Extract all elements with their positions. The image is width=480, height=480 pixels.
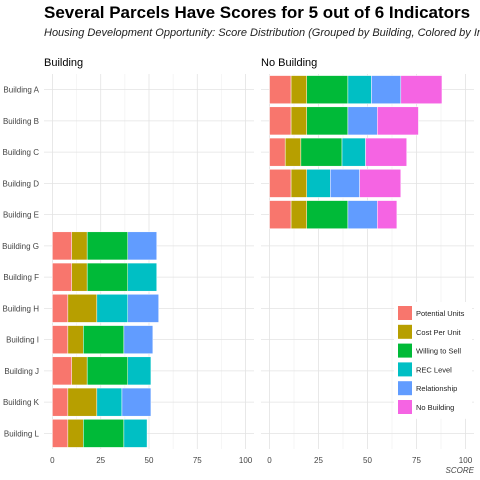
y-tick-label: Building D	[3, 179, 40, 188]
bar-segment	[371, 75, 402, 104]
bar-segment	[127, 262, 157, 292]
bar-segment	[306, 200, 349, 229]
legend-swatch	[398, 324, 412, 339]
legend-label: No Building	[416, 403, 454, 412]
bar-segment	[341, 137, 366, 167]
legend-swatch	[398, 400, 412, 414]
bar-segment	[121, 387, 152, 417]
x-tick-label: 25	[96, 456, 105, 465]
bar-segment	[67, 325, 84, 354]
bar-segment	[67, 419, 84, 448]
y-tick-label: Building J	[4, 367, 39, 376]
bar-segment	[290, 106, 308, 136]
bar-segment	[377, 200, 398, 229]
bar-segment	[96, 294, 128, 323]
y-tick-label: Building E	[3, 211, 39, 220]
bar-segment	[269, 200, 292, 229]
legend-swatch	[398, 306, 412, 320]
bar-segment	[306, 106, 349, 136]
bar-segment	[290, 200, 308, 229]
bar-segment	[83, 419, 125, 448]
bar-segment	[52, 387, 69, 417]
bar-segment	[52, 231, 72, 261]
bar-segment	[290, 75, 308, 104]
bar-segment	[86, 231, 128, 261]
panel-label: Building	[44, 57, 83, 69]
bar-segment	[400, 75, 443, 104]
bar-segment	[269, 75, 292, 104]
bar-segment	[123, 419, 148, 448]
legend-label: REC Level	[416, 365, 452, 374]
bar-segment	[377, 106, 419, 136]
bar-segment	[284, 137, 302, 167]
y-tick-label: Building A	[3, 86, 39, 95]
bar-segment	[67, 387, 98, 417]
bar-segment	[347, 75, 372, 104]
legend-swatch	[398, 381, 412, 396]
x-tick-label: 0	[50, 456, 55, 465]
bar-segment	[123, 325, 154, 354]
y-tick-label: Building H	[3, 304, 40, 313]
bar-segment	[52, 294, 69, 323]
bar-segment	[269, 169, 292, 198]
bar-segment	[269, 106, 292, 136]
legend-swatch	[398, 362, 412, 377]
y-tick-label: Building L	[4, 429, 40, 438]
bar-segment	[127, 356, 152, 386]
chart-subtitle: Housing Development Opportunity: Score D…	[44, 27, 480, 39]
legend-label: Potential Units	[416, 309, 465, 318]
x-tick-label: 50	[363, 456, 372, 465]
y-tick-label: Building K	[3, 398, 40, 407]
bar-segment	[86, 262, 128, 292]
bar-segment	[52, 325, 69, 354]
y-tick-label: Building I	[6, 336, 39, 345]
bar-segment	[306, 75, 349, 104]
panel-label: No Building	[261, 57, 317, 69]
x-tick-label: 25	[314, 456, 323, 465]
x-tick-label: 100	[239, 456, 253, 465]
bar-segment	[269, 137, 286, 167]
bar-segment	[67, 294, 98, 323]
bar-segment	[127, 231, 157, 261]
chart-title: Several Parcels Have Scores for 5 out of…	[44, 3, 471, 22]
x-tick-label: 50	[145, 456, 154, 465]
x-tick-label: 75	[412, 456, 421, 465]
bar-segment	[71, 356, 88, 386]
bar-segment	[52, 356, 72, 386]
bar-segment	[365, 137, 407, 167]
bar-segment	[347, 106, 378, 136]
y-tick-label: Building G	[2, 242, 39, 251]
bar-segment	[52, 262, 72, 292]
bar-segment	[306, 169, 331, 198]
bar-segment	[71, 262, 88, 292]
bar-segment	[300, 137, 343, 167]
bar-segment	[83, 325, 125, 354]
bar-segment	[71, 231, 88, 261]
x-tick-label: 100	[459, 456, 473, 465]
legend-label: Cost Per Unit	[416, 328, 462, 337]
bar-segment	[86, 356, 128, 386]
legend-swatch	[398, 343, 412, 358]
y-tick-label: Building B	[3, 117, 39, 126]
legend-background	[394, 302, 472, 419]
x-tick-label: 0	[267, 456, 272, 465]
bar-segment	[127, 294, 159, 323]
bar-segment	[96, 387, 123, 417]
bar-segment	[52, 419, 69, 448]
legend-label: Willing to Sell	[416, 347, 461, 356]
y-tick-label: Building C	[3, 148, 40, 157]
x-axis-title: SCORE	[446, 466, 475, 475]
bar-segment	[290, 169, 308, 198]
x-tick-label: 75	[193, 456, 202, 465]
legend-label: Relationship	[416, 384, 457, 393]
y-tick-label: Building F	[3, 273, 39, 282]
bar-segment	[347, 200, 378, 229]
bar-segment	[330, 169, 360, 198]
bar-segment	[359, 169, 402, 198]
